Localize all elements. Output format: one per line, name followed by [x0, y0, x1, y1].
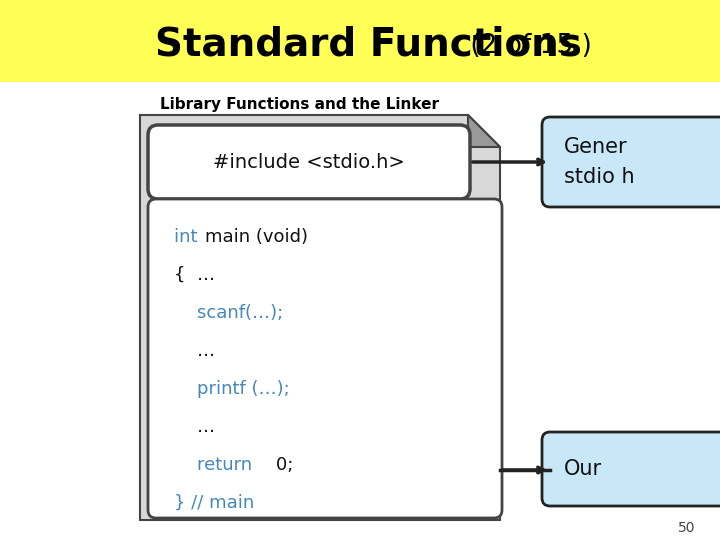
Text: {  …: { … [174, 266, 215, 284]
Text: 50: 50 [678, 521, 696, 535]
Text: } // main: } // main [174, 494, 254, 512]
Text: int: int [174, 228, 203, 246]
Text: 0;: 0; [253, 456, 293, 474]
Text: Our: Our [564, 459, 602, 479]
FancyBboxPatch shape [148, 125, 470, 199]
Polygon shape [140, 115, 500, 520]
Text: Library Functions and the Linker: Library Functions and the Linker [161, 97, 439, 111]
Text: scanf(…);: scanf(…); [174, 304, 283, 322]
Text: Standard Functions: Standard Functions [155, 25, 582, 63]
FancyBboxPatch shape [542, 432, 720, 506]
FancyBboxPatch shape [542, 117, 720, 207]
Text: (2 of 15 ): (2 of 15 ) [462, 33, 592, 59]
Text: stdio h: stdio h [564, 167, 634, 187]
Text: main (void): main (void) [205, 228, 308, 246]
Polygon shape [468, 115, 500, 147]
FancyBboxPatch shape [148, 199, 502, 518]
Text: printf (…);: printf (…); [174, 380, 289, 398]
Text: #include <stdio.h>: #include <stdio.h> [213, 152, 405, 172]
Bar [0, 0, 720, 82]
Text: …: … [174, 342, 215, 360]
Text: return: return [174, 456, 252, 474]
Text: …: … [174, 418, 215, 436]
Text: Gener: Gener [564, 137, 628, 157]
